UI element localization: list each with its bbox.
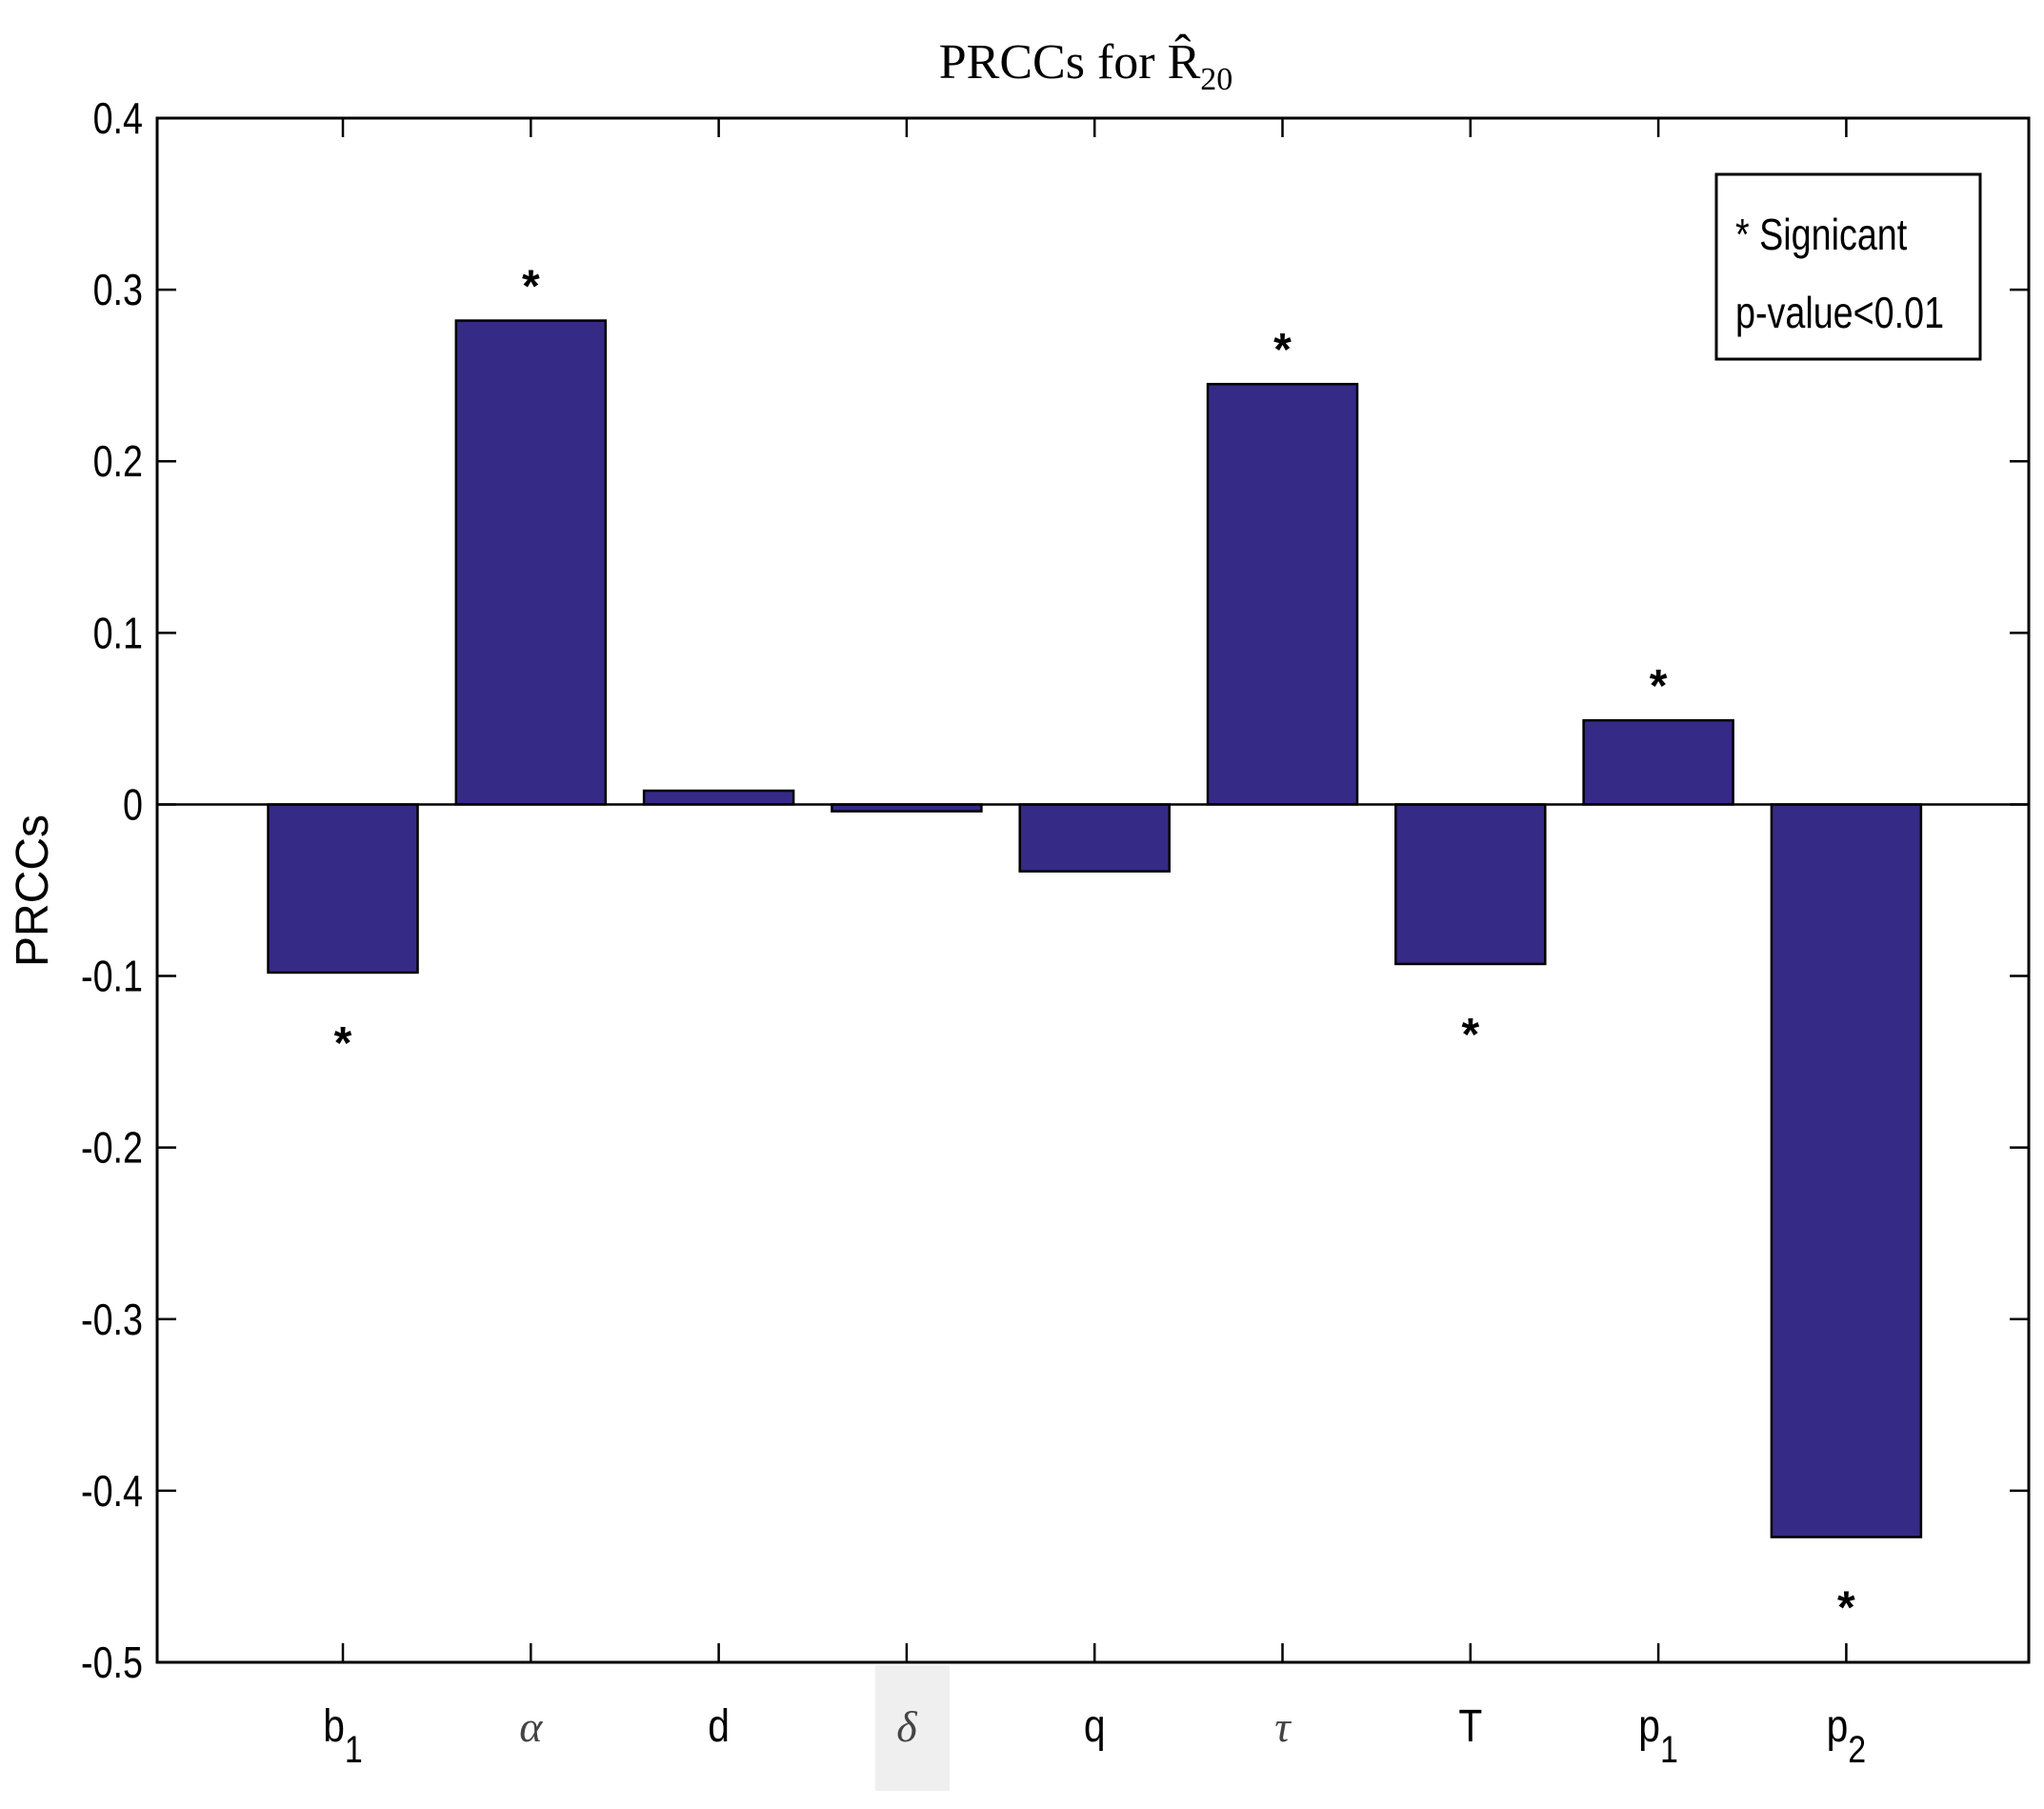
y-tick-label: 0.2	[93, 437, 143, 486]
y-tick-label: -0.1	[81, 952, 143, 1000]
chart-title-subscript: 20	[1200, 62, 1232, 97]
significance-star: *	[1837, 1583, 1855, 1634]
x-tick-label: τ	[1274, 1702, 1292, 1751]
x-tick-label: α	[519, 1702, 543, 1751]
chart-title: PRCCs for R̂20	[939, 33, 1233, 97]
y-tick-label: -0.4	[81, 1466, 143, 1515]
x-tick-label: p1	[1638, 1701, 1678, 1771]
y-tick-label: 0	[123, 780, 143, 829]
legend-line-2: p-value<0.01	[1735, 288, 1944, 336]
bar	[454, 319, 608, 806]
y-tick-label: 0.1	[93, 609, 143, 657]
svg-text:PRCCs for R̂20: PRCCs for R̂20	[939, 33, 1233, 97]
y-axis-label: PRCCs	[8, 814, 58, 967]
legend-box	[1714, 172, 1982, 361]
axes-frame	[155, 116, 2031, 1664]
y-tick-label: 0.3	[93, 266, 143, 314]
y-tick-label: -0.3	[81, 1295, 143, 1343]
significance-star: *	[1650, 661, 1668, 712]
bar	[1582, 718, 1734, 806]
significance-star: *	[1461, 1010, 1479, 1060]
bars	[267, 319, 1923, 1538]
legend-line-1: * Signicant	[1735, 210, 1908, 258]
bar	[1770, 803, 1923, 1538]
x-tick-label: b1	[323, 1701, 363, 1771]
x-tick-label: p2	[1827, 1701, 1867, 1771]
y-tick-label: 0.4	[93, 93, 143, 142]
y-tick-label: -0.2	[81, 1123, 143, 1172]
bar	[1206, 382, 1359, 806]
significance-star: *	[1273, 325, 1292, 375]
significance-star: *	[522, 262, 540, 312]
axis-ticks: 0.4 0.3 0.2 0.1 0 -0.1 -0.2 -0.3 -0.4 -0.5	[81, 93, 2029, 1687]
x-label-highlight	[874, 1665, 950, 1791]
bar	[1394, 803, 1547, 966]
significance-star: *	[334, 1018, 352, 1069]
significance-markers: * * * * * *	[334, 262, 1855, 1634]
x-tick-label: q	[1084, 1701, 1106, 1752]
bar	[1018, 803, 1171, 873]
bar	[642, 789, 795, 806]
chart-title-text: PRCCs for R̂	[939, 33, 1201, 90]
legend: * Signicant p-value<0.01	[1714, 172, 1982, 361]
x-tick-label: T	[1458, 1701, 1482, 1752]
y-tick-label: -0.5	[81, 1638, 143, 1686]
x-tick-label: d	[708, 1701, 730, 1752]
bar	[267, 803, 419, 975]
x-tick-label: δ	[896, 1702, 917, 1751]
